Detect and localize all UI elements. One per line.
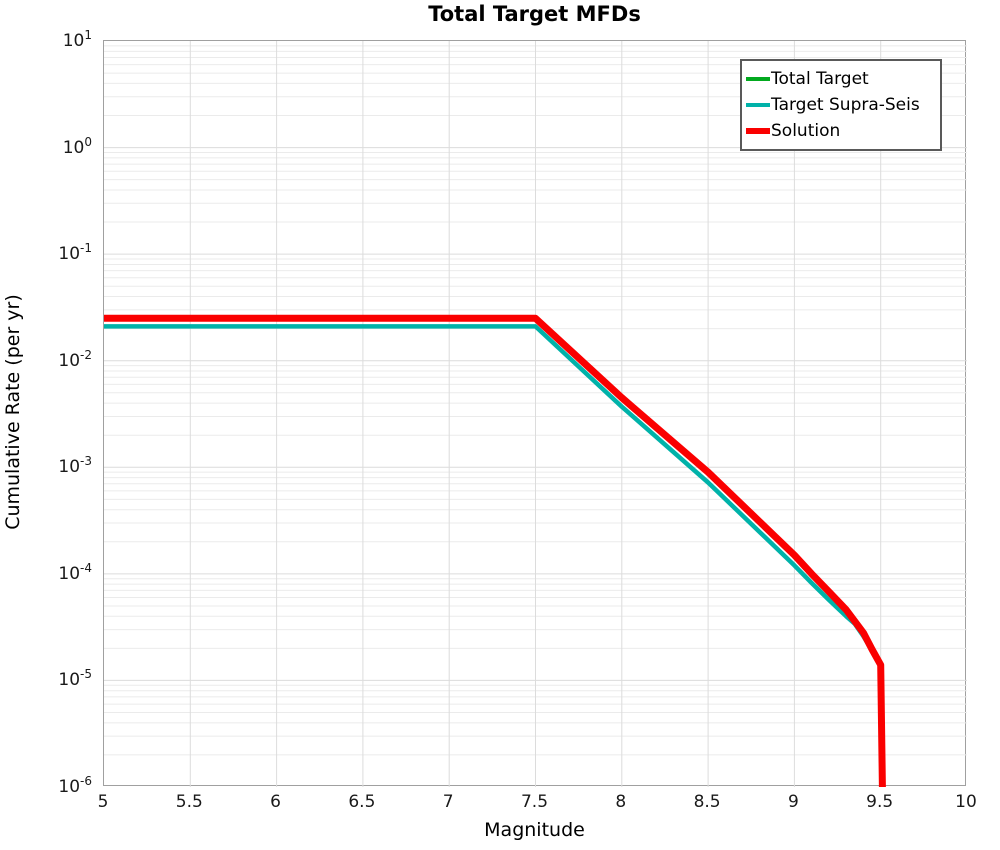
x-tick-label: 6.5 [348, 792, 376, 812]
y-tick-base: 10 [58, 350, 81, 371]
y-tick-exponent: -3 [80, 454, 92, 469]
x-tick-label: 8.5 [693, 792, 721, 812]
y-tick-base: 10 [58, 457, 81, 478]
y-tick-exponent: -6 [80, 774, 92, 789]
x-tick-label: 5 [97, 792, 109, 812]
y-tick-exponent: -5 [80, 667, 92, 682]
y-tick-exponent: -4 [80, 561, 92, 576]
legend-label: Total Target [771, 69, 869, 89]
y-tick-label: 10-2 [58, 348, 92, 371]
x-tick-label: 9.5 [866, 792, 894, 812]
legend-item: Solution [746, 118, 936, 144]
series-line-target-supra-seis [104, 324, 885, 787]
y-tick-base: 10 [62, 30, 85, 51]
y-tick-exponent: 0 [84, 134, 92, 149]
plot-canvas [104, 41, 967, 787]
chart-title: Total Target MFDs [428, 2, 641, 26]
y-tick-label: 10-3 [58, 455, 92, 478]
series-line-solution [104, 314, 886, 787]
legend-line-swatch [746, 103, 770, 107]
y-tick-label: 10-6 [58, 774, 92, 797]
y-axis-label: Cumulative Rate (per yr) [2, 294, 24, 530]
y-tick-exponent: 1 [84, 28, 92, 43]
y-tick-base: 10 [58, 244, 81, 265]
y-tick-label: 101 [63, 28, 92, 51]
x-tick-label: 8 [615, 792, 627, 812]
x-tick-label: 7.5 [520, 792, 549, 812]
x-tick-label: 5.5 [175, 792, 203, 812]
legend-label: Solution [771, 121, 841, 141]
y-tick-label: 10-4 [58, 561, 92, 584]
series-line-total-target [104, 316, 885, 787]
legend-label: Target Supra-Seis [771, 95, 920, 115]
y-tick-label: 10-1 [58, 241, 92, 264]
y-tick-label: 100 [63, 135, 92, 158]
y-tick-label: 10-5 [58, 668, 92, 691]
y-tick-base: 10 [58, 563, 81, 584]
x-axis-label: Magnitude [484, 819, 585, 841]
y-tick-base: 10 [62, 137, 85, 158]
y-tick-base: 10 [58, 776, 81, 797]
legend-line-swatch [746, 128, 770, 134]
y-tick-exponent: -2 [80, 347, 92, 362]
x-tick-label: 10 [955, 792, 977, 812]
legend-item: Target Supra-Seis [746, 92, 936, 118]
x-tick-label: 6 [270, 792, 282, 812]
legend-item: Total Target [746, 66, 936, 92]
y-tick-base: 10 [58, 670, 81, 691]
y-tick-exponent: -1 [80, 241, 92, 256]
plot-area [103, 40, 967, 787]
x-tick-label: 9 [787, 792, 799, 812]
legend-line-swatch [746, 77, 770, 81]
x-tick-label: 7 [442, 792, 454, 812]
legend: Total Target Target Supra-Seis Solution [740, 59, 942, 151]
